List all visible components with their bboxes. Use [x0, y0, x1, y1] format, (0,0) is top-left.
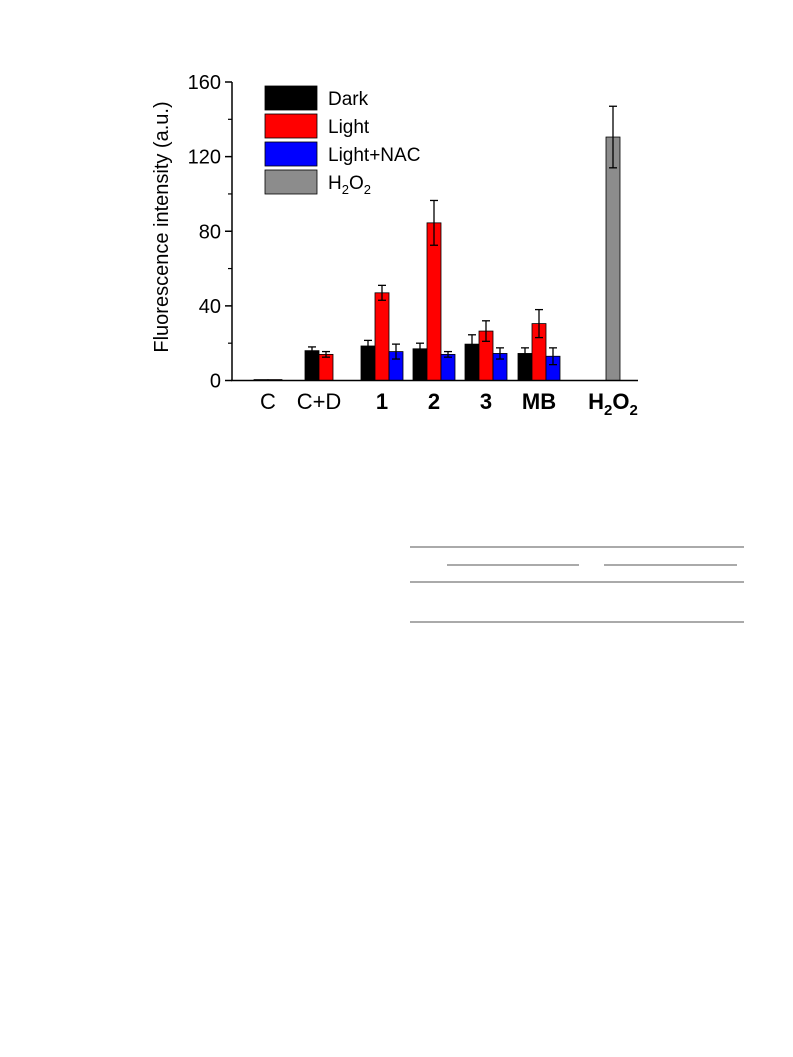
bars — [253, 105, 621, 381]
y-tick-label: 0 — [210, 371, 221, 393]
table-rules — [410, 546, 744, 623]
legend: Dark Light Light+NAC H2O2 — [264, 85, 420, 197]
x-axis-labels: C C+D 1 2 3 MB H2O2 — [260, 389, 638, 419]
legend-swatch — [264, 141, 318, 167]
x-tick-label: C+D — [297, 389, 342, 414]
bar-light — [318, 353, 334, 381]
x-tick-label: MB — [522, 389, 556, 414]
legend-swatch — [264, 169, 318, 195]
y-tick-label: 40 — [199, 296, 221, 318]
y-axis-ticks: 0 40 80 120 160 — [188, 72, 232, 393]
legend-label: Dark — [328, 89, 369, 110]
y-tick-label: 120 — [188, 147, 221, 169]
legend-swatch — [264, 85, 318, 111]
legend-swatch — [264, 113, 318, 139]
legend-label: Light — [328, 117, 370, 138]
x-tick-label: 1 — [376, 389, 388, 414]
y-axis-title: Fluorescence intensity (a.u.) — [151, 101, 173, 352]
bar-light — [426, 222, 442, 381]
y-tick-label: 80 — [199, 221, 221, 243]
y-tick-label: 160 — [188, 72, 221, 94]
x-tick-label: 3 — [480, 389, 492, 414]
bar-light-nac — [440, 353, 456, 381]
legend-label: H2O2 — [328, 173, 371, 197]
x-tick-label: H2O2 — [588, 389, 638, 419]
bar-dark — [304, 350, 320, 381]
bar-h2o2 — [605, 136, 621, 381]
x-tick-label: C — [260, 389, 276, 414]
bar-light — [374, 292, 390, 381]
x-tick-label: 2 — [428, 389, 440, 414]
legend-label: Light+NAC — [328, 145, 420, 166]
